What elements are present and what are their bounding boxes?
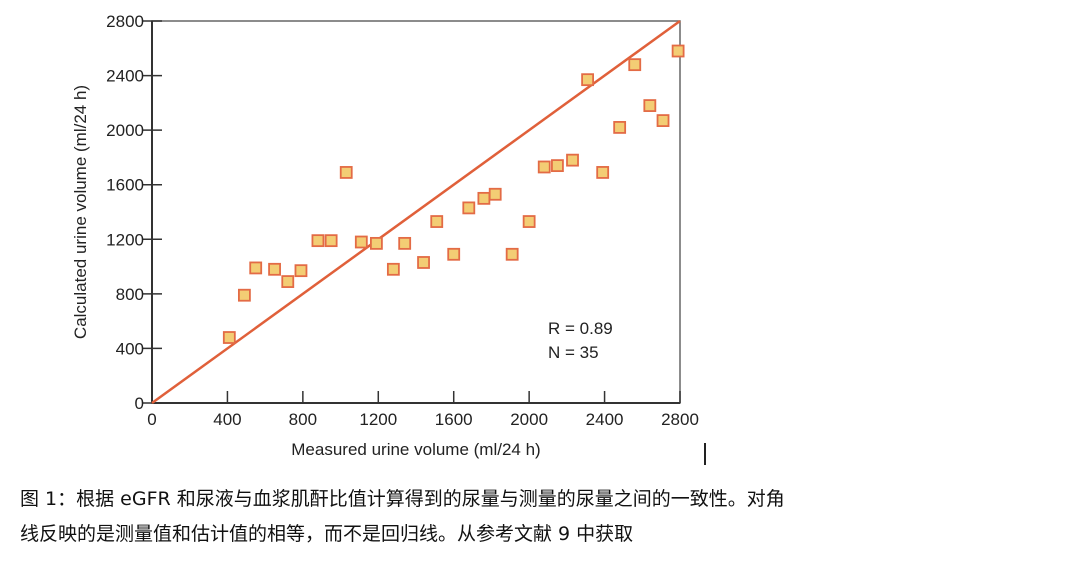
y-tick-label: 800: [116, 285, 144, 304]
y-tick-label: 400: [116, 339, 144, 358]
data-point: [281, 275, 295, 288]
data-point: [339, 166, 353, 179]
data-point: [581, 73, 594, 87]
x-tick-label: 0: [147, 410, 156, 429]
data-point: [505, 247, 519, 261]
x-tick-label: 1600: [435, 410, 473, 429]
data-point: [268, 262, 281, 276]
data-point: [249, 261, 263, 275]
data-point: [462, 201, 476, 215]
y-tick-label: 1600: [106, 176, 144, 195]
data-point: [294, 264, 308, 278]
y-tick-label: 2800: [106, 12, 144, 31]
data-point: [643, 99, 657, 112]
x-tick-label: 1200: [359, 410, 397, 429]
data-point: [522, 215, 536, 228]
y-axis-label: Calculated urine volume (ml/24 h): [71, 85, 90, 339]
data-point: [656, 114, 670, 127]
data-point: [324, 234, 338, 248]
data-point: [311, 234, 325, 248]
data-point: [488, 187, 502, 201]
data-point: [477, 191, 491, 205]
y-tick-label: 0: [135, 394, 144, 413]
figure-caption: 图 1：根据 eGFR 和尿液与血浆肌酐比值计算得到的尿量与测量的尿量之间的一致…: [20, 482, 1070, 552]
data-points: [151, 19, 685, 405]
caption-line-1: 图 1：根据 eGFR 和尿液与血浆肌酐比值计算得到的尿量与测量的尿量之间的一致…: [20, 488, 785, 510]
y-tick-label: 2400: [106, 67, 144, 86]
data-point: [417, 256, 430, 269]
y-tick-label: 2000: [106, 121, 144, 140]
data-point: [430, 215, 444, 228]
x-tick-label: 800: [289, 410, 317, 429]
x-tick-label: 2800: [661, 410, 699, 429]
data-point: [386, 262, 400, 276]
x-tick-label: 2400: [586, 410, 624, 429]
annotation-r: R = 0.89: [548, 319, 613, 338]
x-tick-label: 400: [213, 410, 241, 429]
scatter-chart: 0 400 800 1200 1600 2000 2400 2800 0 400 800 1200 16…: [71, 12, 699, 459]
y-tick-label: 1200: [106, 230, 144, 249]
data-point: [222, 331, 236, 344]
x-axis-label: Measured urine volume (ml/24 h): [291, 440, 540, 459]
data-point: [398, 236, 412, 250]
axes: 0 400 800 1200 1600 2000 2400 2800 0 400 800 1200 16…: [106, 12, 699, 429]
data-point: [369, 236, 383, 250]
data-point: [447, 247, 461, 261]
data-point: [613, 121, 627, 134]
data-point: [537, 160, 551, 174]
data-point: [596, 166, 610, 179]
annotation-n: N = 35: [548, 343, 599, 362]
data-point: [237, 288, 251, 302]
text-cursor: [704, 443, 706, 465]
x-tick-label: 2000: [510, 410, 548, 429]
data-point: [566, 153, 579, 167]
identity-line: [151, 19, 681, 405]
data-point: [671, 44, 685, 58]
data-point: [354, 235, 368, 249]
data-point: [628, 58, 642, 72]
caption-line-2: 线反映的是测量值和估计值的相等，而不是回归线。从参考文献 9 中获取: [20, 523, 634, 545]
data-point: [551, 159, 564, 173]
